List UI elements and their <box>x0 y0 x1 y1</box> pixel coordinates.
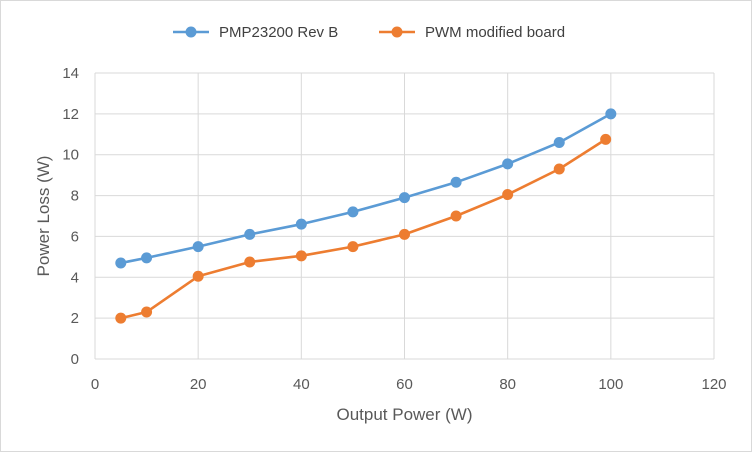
series-layer <box>115 108 617 324</box>
data-point <box>502 158 514 170</box>
data-point <box>244 256 256 268</box>
data-point <box>347 241 359 253</box>
legend-label: PMP23200 Rev B <box>219 24 338 41</box>
data-point <box>450 210 462 222</box>
x-tick-label: 80 <box>499 376 516 393</box>
data-point <box>141 252 153 264</box>
data-point <box>553 163 565 175</box>
gridlines <box>94 72 715 360</box>
series-1 <box>115 108 617 269</box>
y-tick-label: 4 <box>71 269 79 286</box>
x-tick-label: 100 <box>598 376 623 393</box>
x-tick-label: 120 <box>701 376 726 393</box>
data-point <box>295 250 307 262</box>
data-point <box>115 312 127 324</box>
data-point <box>502 189 514 201</box>
series-2 <box>115 133 612 324</box>
x-tick-label: 0 <box>91 376 99 393</box>
data-point <box>192 270 204 282</box>
y-tick-label: 6 <box>71 228 79 245</box>
data-point <box>553 136 565 148</box>
data-point <box>192 241 204 253</box>
legend-label: PWM modified board <box>425 24 565 41</box>
y-tick-label: 0 <box>71 351 79 368</box>
data-point <box>141 306 153 318</box>
y-axis-title: Power Loss (W) <box>34 156 53 277</box>
x-tick-label: 40 <box>293 376 310 393</box>
y-tick-label: 12 <box>62 106 79 123</box>
data-point <box>399 192 410 204</box>
legend-item: PWM modified board <box>379 24 565 41</box>
data-point <box>244 228 256 240</box>
data-point <box>600 133 612 145</box>
data-point <box>605 108 617 120</box>
y-tick-label: 10 <box>62 147 79 164</box>
data-point <box>347 206 359 218</box>
data-point <box>115 257 127 269</box>
x-axis-title: Output Power (W) <box>336 405 472 424</box>
legend: PMP23200 Rev B PWM modified board <box>173 24 565 41</box>
data-point <box>450 176 462 188</box>
series-line <box>120 138 607 320</box>
series-line <box>120 112 612 265</box>
tick-labels: 0 2 4 6 8 10 12 14 0 20 40 60 80 100 120 <box>62 65 726 393</box>
y-tick-label: 2 <box>71 310 79 327</box>
legend-marker <box>185 26 197 38</box>
legend-marker <box>391 26 403 38</box>
x-tick-label: 60 <box>396 376 413 393</box>
legend-item: PMP23200 Rev B <box>173 24 338 41</box>
x-tick-label: 20 <box>190 376 207 393</box>
data-point <box>295 218 307 230</box>
data-point <box>399 228 410 240</box>
y-tick-label: 8 <box>71 188 79 205</box>
y-tick-label: 14 <box>62 65 79 82</box>
